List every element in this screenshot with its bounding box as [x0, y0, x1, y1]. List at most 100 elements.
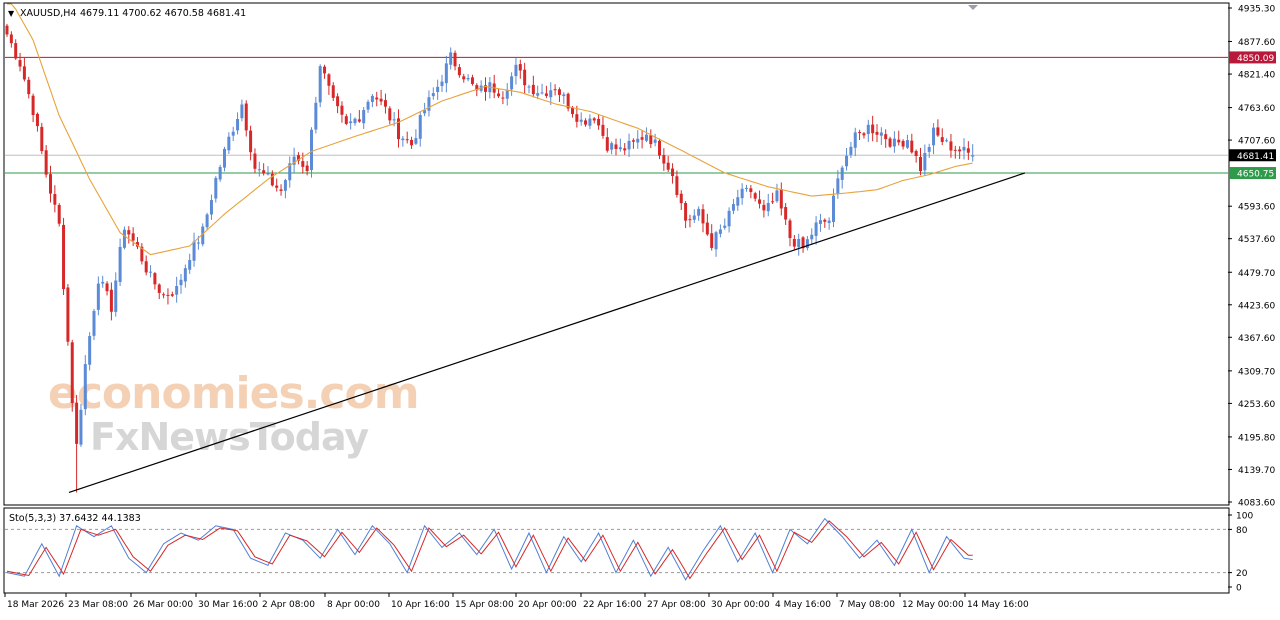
- candle-body: [40, 126, 44, 152]
- candle-body: [910, 140, 914, 153]
- candle-body: [936, 127, 940, 136]
- candle-body: [501, 97, 505, 99]
- candle-body: [257, 169, 261, 171]
- candle-body: [231, 131, 235, 136]
- candle-body: [62, 224, 66, 290]
- stochastic-oscillator: 100 80 20 0: [5, 512, 1253, 594]
- resistance-price-tag-label: 4850.09: [1237, 54, 1274, 64]
- candle-body: [218, 166, 222, 180]
- candle-body: [932, 127, 936, 146]
- candle-body: [718, 229, 722, 234]
- candle-body: [122, 229, 126, 248]
- candle-body: [70, 342, 74, 404]
- candle-body: [971, 155, 975, 157]
- candle-body: [636, 138, 640, 143]
- candle-body: [253, 153, 257, 169]
- candle-body: [614, 144, 618, 149]
- candle-body: [418, 115, 422, 139]
- candle-body: [118, 246, 122, 282]
- symbol-dropdown-icon[interactable]: ▼: [8, 9, 15, 18]
- price-axis-label: 4877.60: [1238, 38, 1275, 48]
- candle-body: [766, 202, 770, 212]
- candle-body: [144, 261, 148, 273]
- price-axis-label: 4593.60: [1238, 203, 1275, 213]
- candle-body: [571, 108, 574, 114]
- candle-body: [157, 284, 161, 293]
- candle-body: [88, 336, 92, 365]
- candle-body: [410, 139, 414, 146]
- resistance-price-tag: [1229, 51, 1276, 64]
- candle-body: [553, 89, 557, 91]
- candle-body: [457, 67, 461, 76]
- candle-body: [727, 210, 731, 227]
- candle-body: [601, 124, 605, 136]
- candle-body: [370, 95, 374, 102]
- price-axis-label: 4763.60: [1238, 104, 1275, 114]
- price-axis-label: 4935.30: [1238, 5, 1275, 15]
- candle-body: [919, 157, 922, 172]
- candle-body: [562, 94, 566, 97]
- candle-body: [953, 149, 957, 151]
- candle-body: [149, 271, 153, 273]
- scroll-marker-icon[interactable]: [968, 5, 978, 10]
- candle-body: [675, 176, 679, 195]
- main-panel-frame: [3, 2, 1230, 506]
- candle-body: [466, 78, 470, 80]
- candle-body: [292, 156, 296, 165]
- candle-body: [283, 180, 287, 191]
- candle-body: [736, 197, 740, 206]
- candle-body: [740, 188, 744, 199]
- candle-body: [153, 273, 157, 285]
- candle-body: [801, 237, 805, 249]
- candle-body: [745, 187, 748, 189]
- candle-body: [192, 241, 196, 261]
- time-axis-label: 27 Apr 08:00: [647, 600, 706, 610]
- candle-body: [423, 110, 427, 114]
- candle-body: [462, 76, 466, 80]
- price-axis-label: 4707.60: [1238, 137, 1275, 147]
- time-axis-label: 20 Apr 00:00: [518, 600, 577, 610]
- candle-body: [749, 188, 753, 192]
- candle-body: [405, 139, 409, 141]
- price-axis-label: 4537.60: [1238, 235, 1275, 245]
- candle-body: [9, 34, 13, 44]
- stochastic-axis-label: 20: [1236, 569, 1248, 579]
- candle-body: [692, 215, 696, 220]
- candle-body: [575, 114, 579, 122]
- candle-body: [923, 153, 927, 171]
- candle-body: [270, 173, 274, 186]
- candle-body: [536, 93, 540, 96]
- time-axis: 18 Mar 2026 23 Mar 08:00 26 Mar 00:00 30 Ma…: [4, 593, 1029, 610]
- time-axis-label: 14 May 16:00: [967, 600, 1029, 610]
- candle-body: [618, 147, 622, 150]
- candle-body: [96, 283, 100, 310]
- candle-body: [871, 124, 875, 134]
- candle-body: [266, 173, 270, 175]
- candle-body: [344, 116, 348, 124]
- candle-body: [566, 93, 570, 109]
- candle-body: [962, 146, 966, 151]
- ascending-trendline[interactable]: [68, 172, 1026, 494]
- candle-body: [684, 203, 688, 221]
- candle-body: [310, 129, 313, 171]
- candle-body: [109, 289, 113, 312]
- candle-body: [101, 281, 105, 284]
- candle-body: [862, 133, 866, 136]
- stochastic-signal-line: [6, 520, 973, 580]
- candle-body: [762, 204, 766, 211]
- candle-body: [549, 90, 553, 98]
- time-axis-label: 2 Apr 08:00: [262, 600, 315, 610]
- candle-body: [679, 193, 683, 204]
- candle-body: [444, 63, 448, 84]
- candle-body: [244, 103, 248, 131]
- candle-body: [175, 286, 179, 295]
- candle-body: [810, 234, 814, 240]
- candle-body: [497, 93, 501, 97]
- candle-body: [5, 25, 9, 35]
- candle-body: [436, 86, 440, 93]
- candle-body: [510, 76, 514, 90]
- candle-body: [897, 139, 901, 143]
- candle-body: [849, 146, 853, 155]
- candle-body: [366, 101, 370, 110]
- candle-body: [531, 84, 535, 95]
